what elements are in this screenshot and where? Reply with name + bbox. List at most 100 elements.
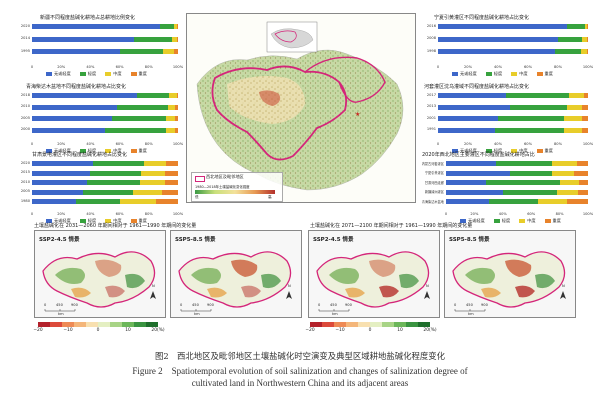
colorbar-swatch [134, 322, 146, 327]
axis-tick: 20% [57, 65, 66, 69]
bar-segment [32, 180, 88, 186]
bar-segment [509, 170, 553, 176]
bar-segment [495, 127, 564, 133]
axis-tick: 40% [498, 212, 507, 216]
bar-legend: 无或轻度 轻度 中度 重度 [452, 71, 553, 77]
legend-label: 无或轻度 [54, 148, 71, 153]
bar-segment [137, 93, 170, 98]
colorbar-swatch [86, 322, 98, 327]
bar-segment [564, 127, 582, 133]
legend-item: 中度 [511, 71, 528, 77]
axis-tick: 80% [554, 65, 562, 69]
bar-segment [495, 161, 553, 166]
legend-swatch [544, 219, 551, 223]
legend-swatch [485, 149, 492, 153]
legend-label: 轻度 [87, 218, 97, 223]
bar-year-label: 2020 [20, 160, 30, 165]
bar-row [32, 24, 178, 29]
colorbar-tick: 20(%) [151, 328, 165, 333]
scale-label-0: 0 [180, 303, 183, 307]
bar-year-label: 2014 [20, 36, 30, 41]
scenario-title-left: 土壤盐碱化在 2031—2060 年期间相对于 1961—1990 年期间的变化… [34, 223, 197, 229]
bar-row [32, 127, 178, 133]
legend-label: 无或轻度 [468, 218, 485, 223]
bar-row [32, 170, 178, 176]
colorbar-swatch [322, 322, 334, 327]
axis-tick: 40% [86, 212, 95, 216]
legend-item: 中度 [511, 148, 528, 154]
bar-segment [573, 170, 588, 176]
bar-year-label: 1995 [20, 48, 30, 53]
legend-item: 轻度 [493, 218, 511, 224]
bar-segment [568, 93, 584, 98]
bar-row [32, 116, 178, 121]
bar-segment [566, 199, 588, 205]
bar-segment [558, 36, 582, 42]
legend-swatch [536, 149, 543, 153]
scenario-map-svg [452, 251, 566, 312]
bar-segment [161, 189, 178, 195]
axis-tick: 80% [144, 65, 153, 69]
main-map: ★ 西北地区及毗邻地区 1980—2018年土壤盐碱化变化强度 低 高 [186, 13, 416, 203]
legend-item: 轻度 [79, 218, 97, 224]
bar-segment [169, 93, 177, 98]
legend-swatch [130, 72, 137, 76]
legend-item: 轻度 [79, 148, 96, 154]
north-label: N [562, 284, 565, 288]
bar-segment [32, 170, 91, 176]
panel-qinghai: 青海柴达木盆地不同程度盐碱化耕地占比变化 2018 2010 2005 2000 0 20… [10, 83, 183, 155]
scale-label-900: 900 [481, 303, 488, 307]
legend-region: 西北地区及毗邻地区 [206, 174, 244, 179]
axis-tick: 60% [115, 212, 124, 216]
legend-label: 重度 [138, 148, 147, 153]
legend-label: 重度 [552, 218, 561, 223]
scale-label-0: 0 [44, 303, 47, 307]
scenario-label: SSP5-8.5 情景 [175, 237, 216, 243]
axis-tick: 0 [436, 142, 440, 146]
bar-row [32, 93, 178, 98]
stacked-bars: 2020 2014 1995 0 20% 40% 60% 80% 100% 无或轻度 轻度 中度 重度 [21, 24, 183, 76]
panel-title: 青海柴达木盆地不同程度盐碱化耕地占比变化 [26, 84, 127, 90]
bar-segment [172, 36, 177, 42]
colorbar-swatch [50, 322, 62, 327]
panel-ningxia-2020: 2020年西北地区主要灌区不同程度盐碱化耕地占比 内蒙古河套灌区 宁夏引黄灌区 甘肃… [418, 151, 593, 223]
legend-item: 无或轻度 [46, 218, 71, 224]
axis-tick: 20% [57, 212, 66, 216]
legend-label: 无或轻度 [460, 148, 477, 153]
bar-segment [32, 161, 94, 166]
bar-segment [576, 161, 588, 166]
bar-row [438, 93, 588, 98]
north-label: N [426, 284, 429, 288]
bar-year-label: 1980 [20, 198, 30, 203]
colorbar-swatch [62, 322, 74, 327]
bar-segment [446, 189, 503, 195]
legend-swatch [511, 149, 518, 153]
bar-segment [176, 93, 178, 98]
scenario-map: SSP2-4.5 情景 0 450 900 km N [34, 230, 166, 318]
bar-segment [582, 104, 588, 110]
bar-year-label: 新疆绿洲灌区 [424, 190, 444, 195]
legend-label: 轻度 [501, 218, 511, 223]
bar-row [32, 180, 178, 186]
bar-segment [585, 24, 587, 29]
legend-colorramp [195, 190, 275, 194]
scale-label-900: 900 [71, 303, 78, 307]
axis-tick: 40% [86, 65, 95, 69]
bar-year-label: 2013 [426, 104, 436, 108]
bar-legend: 无或轻度 轻度 中度 重度 [46, 71, 147, 77]
bar-segment [32, 127, 105, 133]
bar-segment [176, 24, 178, 29]
legend-high: 高 [268, 195, 272, 199]
bar-year-label: 2005 [20, 115, 30, 120]
bar-segment [502, 189, 557, 195]
bar-segment [105, 127, 167, 133]
legend-item: 重度 [536, 148, 553, 154]
legend-swatch [105, 72, 112, 76]
main-map-svg: ★ [196, 21, 404, 191]
bar-segment [164, 180, 178, 186]
legend-label: 中度 [527, 218, 536, 223]
legend-item: 无或轻度 [460, 218, 485, 224]
bar-row [446, 170, 588, 176]
bar-row [438, 104, 588, 110]
legend-label: 中度 [113, 218, 122, 223]
